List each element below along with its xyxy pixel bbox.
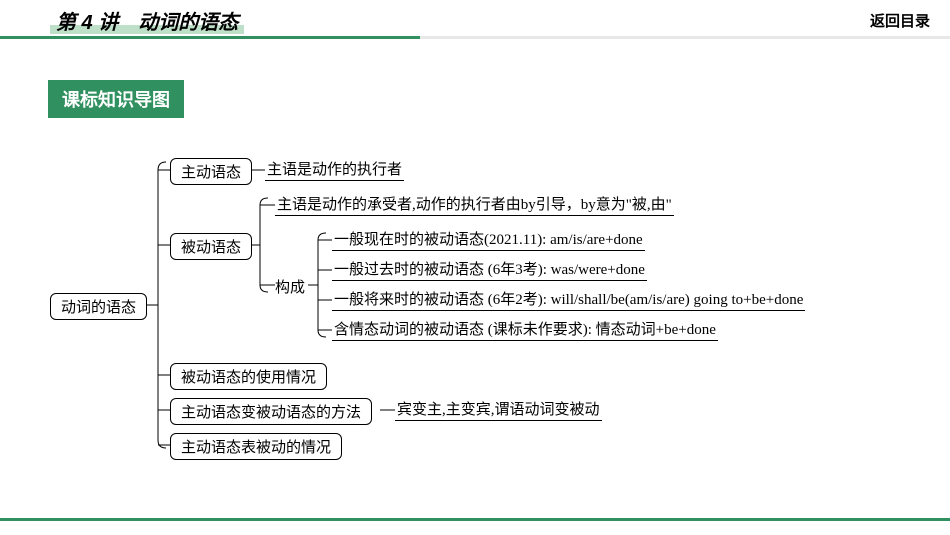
header-rule (0, 36, 950, 39)
branch-passive-voice: 被动语态 (170, 233, 252, 260)
page-header: 第 4 讲 动词的语态 返回目录 (0, 0, 950, 38)
section-header: 课标知识导图 (48, 80, 184, 118)
footer-rule (0, 518, 950, 521)
branch-active-as-passive: 主动语态表被动的情况 (170, 433, 342, 460)
passive-item-2: 一般将来时的被动语态 (6年2考): will/shall/be(am/is/a… (332, 288, 805, 311)
passive-item-1: 一般过去时的被动语态 (6年3考): was/were+done (332, 258, 647, 281)
compose-label: 构成 (275, 276, 305, 297)
branch-active-to-passive: 主动语态变被动语态的方法 (170, 398, 372, 425)
active-voice-desc: 主语是动作的执行者 (265, 158, 404, 181)
page-title: 第 4 讲 动词的语态 (50, 12, 244, 34)
passive-voice-desc: 主语是动作的承受者,动作的执行者由by引导，by意为"被,由" (275, 193, 674, 216)
active-to-passive-desc: 宾变主,主变宾,谓语动词变被动 (395, 398, 602, 421)
root-node: 动词的语态 (50, 293, 147, 320)
concept-map: 动词的语态 主动语态 主语是动作的执行者 被动语态 主语是动作的承受者,动作的执… (50, 140, 920, 480)
passive-item-0: 一般现在时的被动语态(2021.11): am/is/are+done (332, 228, 645, 251)
passive-item-3: 含情态动词的被动语态 (课标未作要求): 情态动词+be+done (332, 318, 718, 341)
back-link[interactable]: 返回目录 (870, 10, 930, 31)
branch-passive-usage: 被动语态的使用情况 (170, 363, 327, 390)
branch-active-voice: 主动语态 (170, 158, 252, 185)
